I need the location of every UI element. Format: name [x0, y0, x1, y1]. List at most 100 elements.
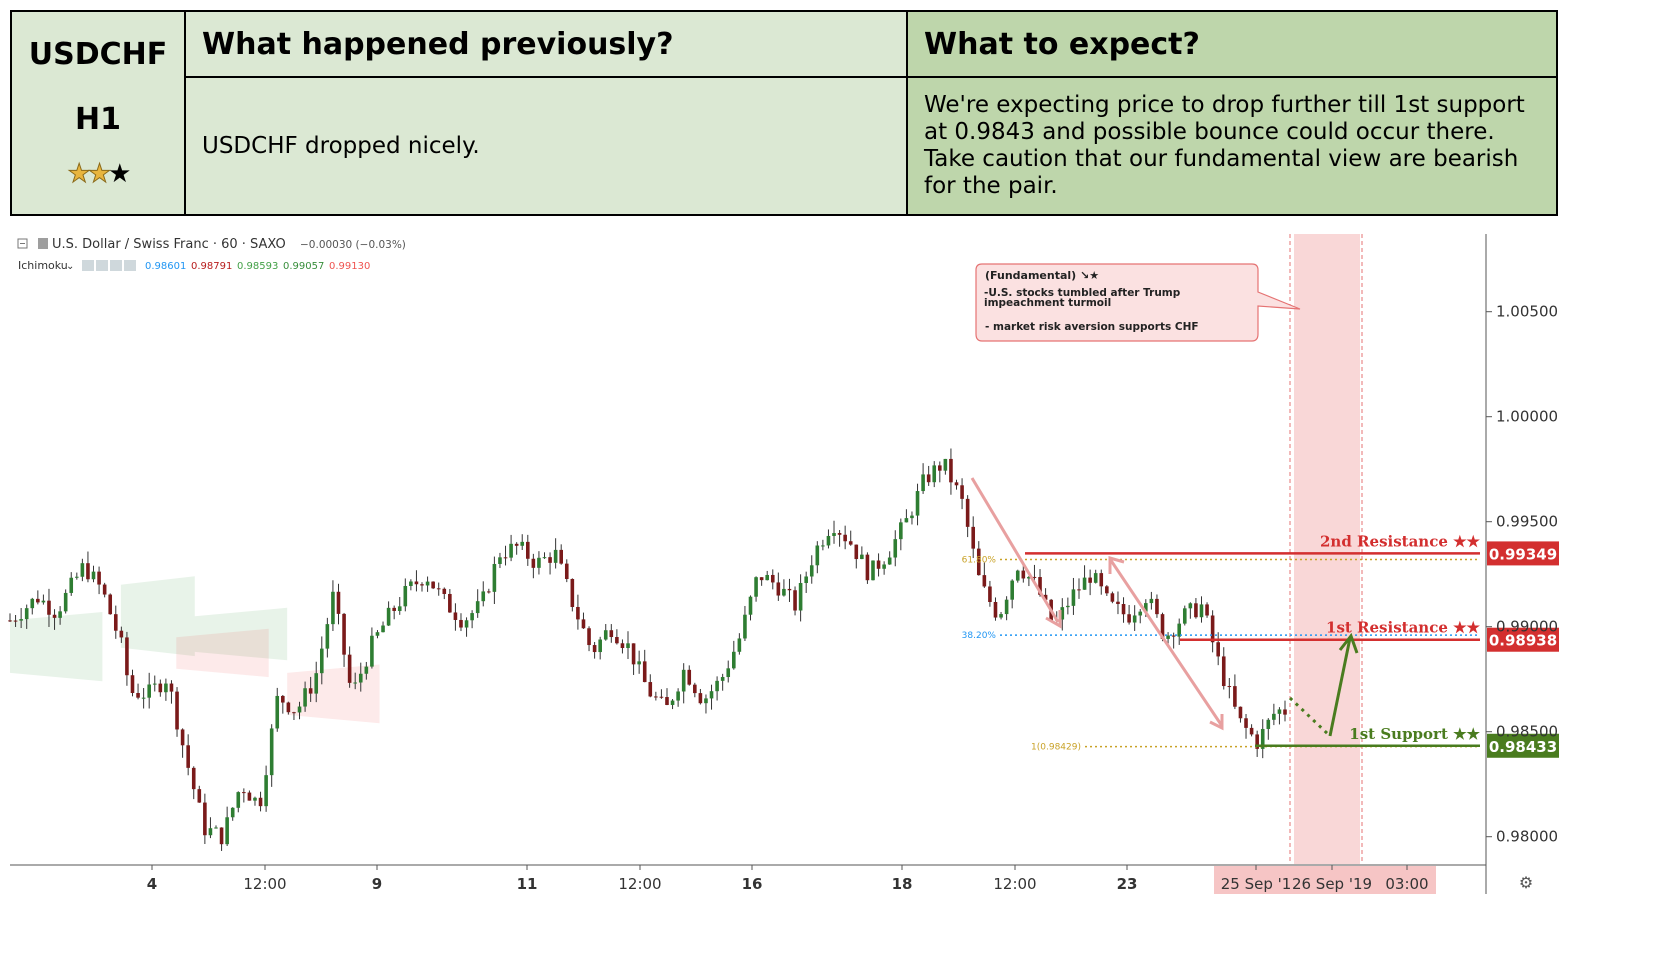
candle-body [47, 600, 51, 615]
candle-body [537, 557, 541, 568]
candle-body [475, 601, 480, 614]
candle-body [80, 563, 85, 577]
candle-body [1088, 577, 1092, 583]
arrowhead [1108, 556, 1125, 574]
candle-body [1171, 635, 1176, 637]
candle-body [887, 557, 892, 565]
candle-body [693, 684, 697, 694]
candle-body [525, 541, 530, 559]
candle-body [1093, 573, 1098, 583]
candle-body [1082, 577, 1087, 590]
remove-icon[interactable] [124, 260, 136, 271]
price-change: −0.00030 (−0.03%) [300, 239, 406, 251]
candle-body [1110, 593, 1115, 602]
arrowhead [1338, 632, 1359, 654]
candle-body [915, 491, 920, 516]
candle-body [843, 534, 847, 542]
collapse-icon[interactable] [17, 238, 28, 249]
candle-body [470, 613, 474, 621]
candle-body [971, 526, 976, 549]
candle-body [999, 614, 1003, 618]
candle-body [910, 515, 914, 519]
settings-icon[interactable] [96, 260, 108, 271]
candle-body [1272, 713, 1276, 720]
candle-body [1277, 709, 1282, 714]
candle-body [938, 465, 942, 471]
candle-body [264, 775, 268, 807]
flag-icon[interactable] [38, 238, 48, 249]
candle-body [626, 643, 630, 649]
candle-body [186, 745, 190, 768]
candle-body [1233, 686, 1237, 707]
indicator-menu-chevron-icon[interactable]: ⌄ [66, 261, 74, 272]
candle-body [553, 549, 558, 563]
candle-body [976, 548, 981, 576]
candle-body [281, 695, 285, 703]
candle-body [503, 557, 508, 559]
candle-body [704, 698, 708, 704]
eye-icon[interactable] [82, 260, 94, 271]
candle-body [292, 712, 296, 714]
candle-body [798, 583, 803, 611]
candle-body [743, 614, 747, 639]
candle-body [303, 688, 307, 707]
candle-body [13, 620, 18, 622]
candle-body [1205, 604, 1209, 616]
candle-body [1283, 709, 1287, 715]
candle-body [1182, 608, 1187, 624]
candle-body [52, 614, 57, 618]
x-tick-label: 16 [742, 875, 763, 893]
candle-body [236, 792, 241, 808]
candle-body [102, 584, 107, 595]
candle-body [631, 643, 636, 665]
candle-body [648, 682, 653, 697]
candle-body [709, 691, 714, 699]
candle-body [69, 577, 74, 593]
candle-body [804, 576, 808, 584]
candle-body [860, 554, 864, 560]
candle-body [1015, 570, 1020, 581]
indicator-name[interactable]: Ichimoku [18, 259, 68, 272]
candle-body [242, 792, 246, 794]
candle-body [659, 696, 664, 698]
source-icon[interactable] [110, 260, 122, 271]
candle-body [58, 611, 62, 618]
candle-body [520, 541, 525, 546]
star-filled-icon: ★ [67, 159, 91, 190]
candle-body [665, 697, 669, 705]
candle-body [993, 601, 998, 618]
candle-body [113, 614, 118, 631]
candle-body [1138, 611, 1143, 616]
candle-body [1027, 576, 1031, 579]
candle-body [219, 827, 224, 845]
candle-body [1166, 635, 1170, 639]
price-chart[interactable]: 61.80% 38.20% 1(0.98429) 2nd Resistance ★★… [0, 226, 1664, 958]
time-axis-highlight [1214, 866, 1436, 894]
candle-body [319, 648, 324, 674]
y-tick-label: 1.00000 [1496, 408, 1558, 426]
expect-text: We're expecting price to drop further ti… [924, 92, 1525, 199]
candle-body [654, 696, 658, 698]
settings-gear-icon[interactable]: ⚙ [1519, 873, 1533, 892]
candle-body [1260, 728, 1265, 749]
down-arrow [970, 477, 1060, 623]
candlesticks [8, 448, 1287, 851]
candle-body [97, 571, 101, 585]
candle-body [637, 661, 641, 665]
candle-body [1177, 623, 1182, 637]
price-axis[interactable]: 1.00500 1.00000 0.99500 0.99000 0.98500 0.980… [1486, 303, 1558, 846]
time-axis[interactable]: 4 12:00 9 11 12:00 16 18 12:00 23 25 Sep '1 26 Sep… [147, 865, 1429, 893]
previous-text: USDCHF dropped nicely. [202, 132, 480, 159]
symbol-title: USDCHF [28, 37, 168, 72]
candle-body [726, 668, 731, 678]
candle-body [676, 691, 680, 701]
candle-body [1116, 601, 1120, 605]
candle-body [1127, 614, 1131, 623]
candle-body [765, 574, 770, 581]
x-tick-label: 12:00 [243, 875, 286, 893]
candle-body [559, 549, 564, 564]
candle-body [175, 691, 179, 730]
candle-body [1188, 603, 1193, 609]
candle-body [230, 807, 235, 818]
chart-legend: U.S. Dollar / Swiss Franc · 60 · SAXO −0… [17, 237, 406, 272]
